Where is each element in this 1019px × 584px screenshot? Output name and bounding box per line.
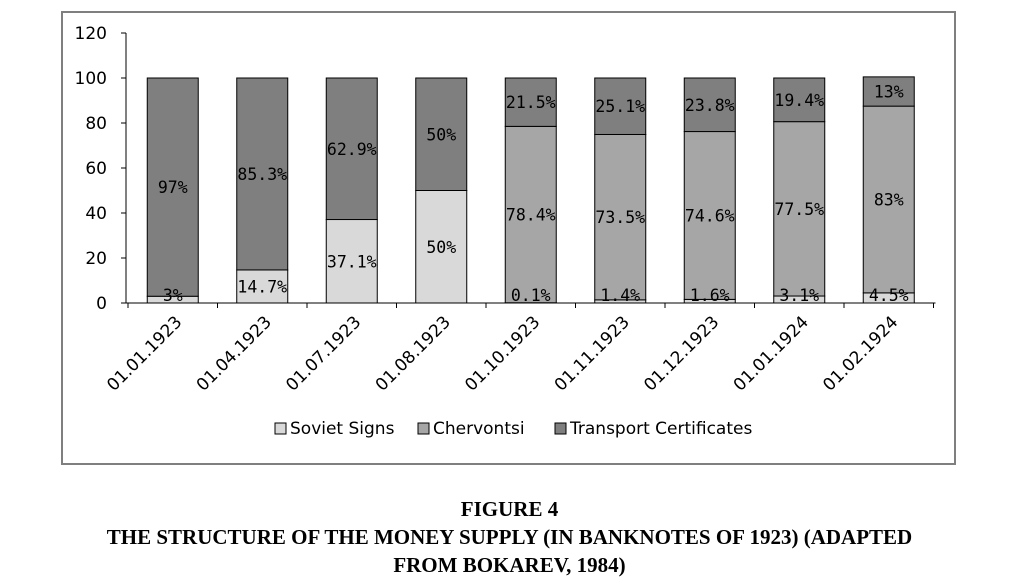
bar-segment-transport-certificates <box>594 77 647 135</box>
bar-segment-soviet-signs <box>415 190 468 304</box>
bars <box>146 76 915 304</box>
y-tick-label: 80 <box>85 114 107 134</box>
bar-segment-transport-certificates <box>415 77 468 191</box>
bar-segment-soviet-signs <box>325 219 378 304</box>
figure-title-line-2: FROM BOKAREV, 1984) <box>393 553 626 577</box>
bar-segment-transport-certificates <box>773 77 826 123</box>
figure-number: FIGURE 4 <box>460 497 559 521</box>
category-label: 01.08.1923 <box>372 312 455 395</box>
category-label: 01.04.1923 <box>193 312 276 395</box>
bar-segment-chervontsi <box>504 125 557 304</box>
y-tick-label: 120 <box>75 24 107 44</box>
data-label-soviet-signs: 1.6% <box>690 286 730 305</box>
legend-swatch-transport-certificates <box>554 422 567 435</box>
legend-swatch-soviet-signs <box>274 422 287 435</box>
data-label-chervontsi: 77.5% <box>774 200 824 219</box>
bar-segment-transport-certificates <box>146 77 199 297</box>
bar-segment-transport-certificates <box>325 77 378 221</box>
data-label-chervontsi: 73.5% <box>595 208 645 227</box>
chart-frame: 0 20 40 60 80 100 120 3% 97% 14.7% 85.3% 37.1% 62.9… <box>61 11 956 465</box>
data-label-soviet-signs: 14.7% <box>237 277 287 296</box>
bar-segment-chervontsi <box>862 105 915 294</box>
category-label: 01.02.1924 <box>819 312 902 395</box>
data-label-transport-certificates: 21.5% <box>506 93 556 112</box>
bar-segment-soviet-signs <box>236 269 289 304</box>
stacked-bar-chart: 0 20 40 60 80 100 120 3% 97% 14.7% 85.3% 37.1% 62.9… <box>75 24 936 439</box>
bar-segment-chervontsi <box>773 121 826 297</box>
figure-caption: FIGURE 4 THE STRUCTURE OF THE MONEY SUPP… <box>0 495 1019 579</box>
bar-segment-transport-certificates <box>504 77 557 127</box>
y-tick-label: 20 <box>85 249 107 269</box>
data-label-transport-certificates: 25.1% <box>595 97 645 116</box>
data-label-chervontsi: 83% <box>874 191 904 210</box>
data-label-chervontsi: 78.4% <box>506 206 556 225</box>
legend-label-soviet-signs: Soviet Signs <box>290 419 395 439</box>
data-label-soviet-signs: 3% <box>163 286 183 305</box>
data-label-transport-certificates: 19.4% <box>774 91 824 110</box>
category-label: 01.01.1924 <box>730 312 813 395</box>
data-label-chervontsi: 74.6% <box>685 206 735 225</box>
category-label: 01.07.1923 <box>282 312 365 395</box>
data-label-transport-certificates: 23.8% <box>685 96 735 115</box>
category-label: 01.11.1923 <box>551 312 634 395</box>
legend-label-transport-certificates: Transport Certificates <box>569 419 752 439</box>
y-tick-label: 40 <box>85 204 107 224</box>
data-label-soviet-signs: 50% <box>426 238 456 257</box>
category-label: 01.12.1923 <box>640 312 723 395</box>
y-tick-label: 0 <box>96 294 107 314</box>
data-label-transport-certificates: 97% <box>158 178 188 197</box>
y-tick-label: 100 <box>75 69 107 89</box>
data-label-transport-certificates: 85.3% <box>237 165 287 184</box>
data-label-soviet-signs: 0.1% <box>511 286 551 305</box>
data-label-soviet-signs: 3.1% <box>779 286 819 305</box>
bar-segment-transport-certificates <box>862 76 915 107</box>
legend-swatch-chervontsi <box>417 422 430 435</box>
data-label-transport-certificates: 50% <box>426 125 456 144</box>
data-label-soviet-signs: 37.1% <box>327 252 377 271</box>
category-labels: 01.01.1923 01.04.1923 01.07.1923 01.08.1923… <box>103 312 902 395</box>
category-label: 01.10.1923 <box>461 312 544 395</box>
bar-segment-transport-certificates <box>236 77 289 271</box>
figure-title-line-1: THE STRUCTURE OF THE MONEY SUPPLY (IN BA… <box>106 525 913 549</box>
legend-label-chervontsi: Chervontsi <box>433 419 525 439</box>
bar-segment-transport-certificates <box>683 77 736 133</box>
legend: Soviet Signs Chervontsi Transport Certific… <box>274 419 752 439</box>
bar-segment-chervontsi <box>594 133 647 301</box>
data-labels: 3% 97% 14.7% 85.3% 37.1% 62.9% 50% 50% 0.1% 78.4%… <box>158 83 909 306</box>
data-label-transport-certificates: 62.9% <box>327 140 377 159</box>
data-label-soviet-signs: 4.5% <box>869 286 909 305</box>
data-label-transport-certificates: 13% <box>874 83 904 102</box>
category-label: 01.01.1923 <box>103 312 186 395</box>
data-label-soviet-signs: 1.4% <box>600 286 640 305</box>
y-tick-label: 60 <box>85 159 107 179</box>
